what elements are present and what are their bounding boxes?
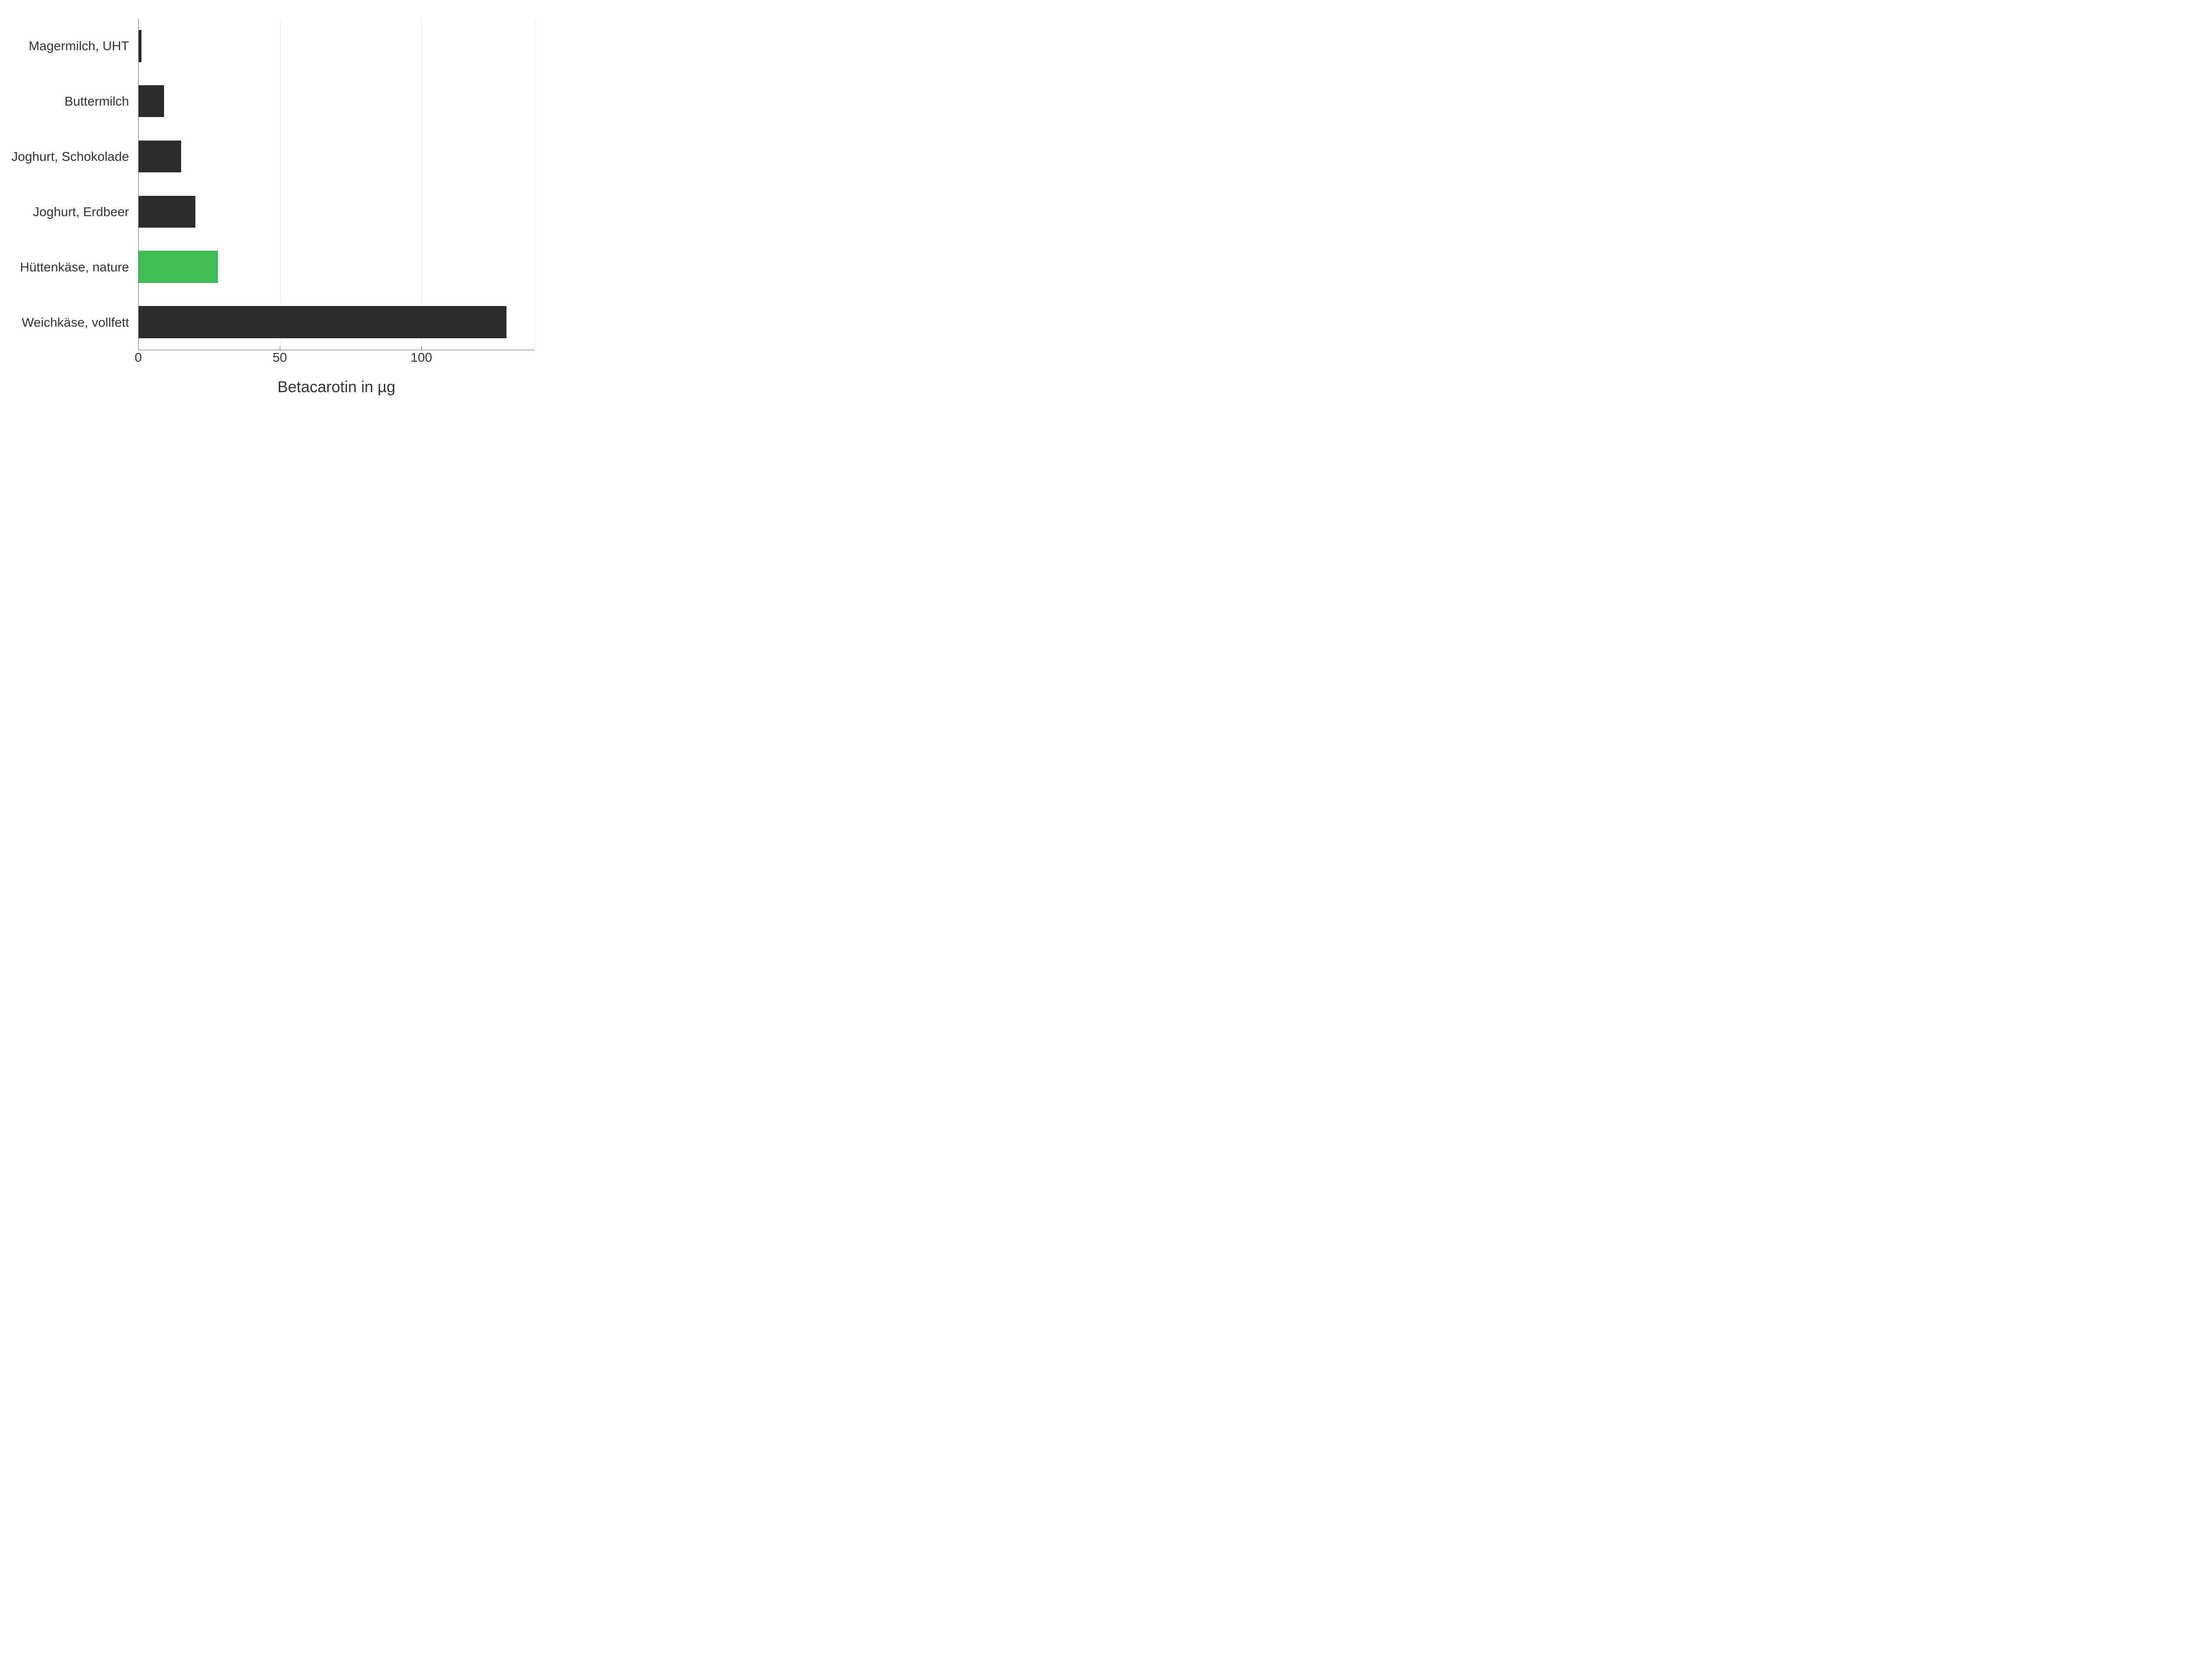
- y-label: Joghurt, Schokolade: [0, 129, 134, 184]
- bar-row: [139, 74, 535, 129]
- x-tick-mark: [421, 347, 422, 350]
- bar: [139, 141, 181, 173]
- x-tick-mark: [138, 347, 139, 350]
- y-label: Magermilch, UHT: [0, 18, 134, 74]
- y-axis-labels: Magermilch, UHT Buttermilch Joghurt, Sch…: [0, 18, 134, 350]
- bar-row: [139, 184, 535, 240]
- bar: [139, 85, 164, 118]
- y-label: Buttermilch: [0, 74, 134, 129]
- x-axis-label: Betacarotin in µg: [138, 378, 535, 396]
- bar: [139, 30, 141, 62]
- x-tick-label: 50: [273, 350, 287, 365]
- x-tick-label: 100: [411, 350, 432, 365]
- bar-row: [139, 294, 535, 350]
- bar-row: [139, 239, 535, 294]
- x-tick-label: 0: [135, 350, 142, 365]
- x-axis-ticks: 0 50 100: [138, 350, 535, 369]
- plot-area: [138, 18, 535, 350]
- chart-container: Magermilch, UHT Buttermilch Joghurt, Sch…: [0, 0, 553, 415]
- bar: [139, 251, 218, 283]
- bar-row: [139, 129, 535, 184]
- bar: [139, 306, 506, 338]
- y-label: Hüttenkäse, nature: [0, 240, 134, 295]
- y-label: Weichkäse, vollfett: [0, 295, 134, 350]
- y-label: Joghurt, Erdbeer: [0, 184, 134, 240]
- bar: [139, 196, 195, 228]
- bar-row: [139, 18, 535, 74]
